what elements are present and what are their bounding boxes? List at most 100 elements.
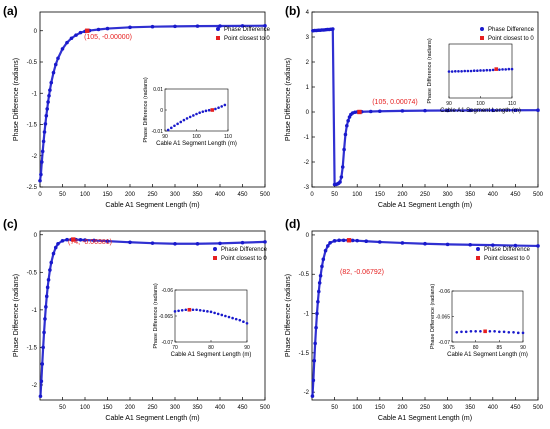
inset-closest-marker [210, 108, 215, 112]
inset-x-tick-label: 90 [162, 134, 168, 140]
inset-data-point [447, 70, 451, 73]
inset-data-point [195, 308, 198, 312]
inset-data-point [179, 120, 183, 124]
inset-data-point [455, 331, 459, 334]
y-tick-label: 0 [306, 110, 310, 116]
inset-data-point [198, 111, 201, 115]
inset-x-tick-label: 100 [192, 134, 201, 140]
inset-data-point [457, 69, 460, 73]
closest-point-marker [346, 238, 352, 243]
x-tick-label: 50 [331, 405, 338, 411]
inset-data-point [209, 310, 213, 314]
inset-data-point [204, 109, 208, 113]
x-tick-label: 400 [488, 192, 499, 198]
x-tick-label: 100 [80, 405, 91, 411]
x-tick-label: 0 [38, 192, 42, 198]
inset-data-point [504, 68, 508, 71]
legend-series-label: Phase Difference [224, 27, 271, 33]
x-tick-label: 200 [397, 192, 408, 198]
y-tick-label: -2 [32, 154, 38, 160]
x-tick-label: 300 [443, 192, 454, 198]
inset-data-point [469, 329, 473, 333]
inset-data-point [220, 105, 223, 108]
y-tick-label: -1.5 [27, 123, 38, 129]
inset-data-point [479, 329, 482, 333]
y-tick-label: -2 [32, 383, 38, 389]
inset-data-point [476, 69, 479, 73]
x-tick-label: 400 [488, 405, 499, 411]
inset-data-point [173, 124, 176, 128]
y-tick-label: 0 [306, 233, 310, 239]
legend-series-swatch [216, 27, 220, 31]
y-tick-label: -0.5 [27, 270, 38, 276]
inset-plot-area [174, 289, 248, 343]
x-tick-label: 500 [533, 405, 544, 411]
x-tick-label: 400 [215, 405, 226, 411]
x-tick-label: 400 [215, 192, 226, 198]
inset-data-point [188, 115, 192, 119]
inset-data-point [217, 106, 220, 109]
inset-data-point [238, 318, 242, 322]
inset-y-tick-label: -0.01 [152, 129, 164, 135]
legend-marker-swatch [216, 36, 220, 40]
legend-marker-swatch [476, 256, 480, 260]
y-tick-label: -1 [32, 91, 38, 97]
inset-data-point [469, 69, 473, 73]
x-tick-label: 300 [443, 405, 454, 411]
panel-d: (d) 50 100 150 200 250 300 350 400 450 500 -2 -1.5 -1… [285, 217, 544, 422]
y-tick-label: -2 [304, 160, 310, 166]
inset-chart: 70 80 90 -0.06 -0.065 -0.07 Cable A1 Segment L… [153, 283, 251, 358]
inset-data-point [491, 68, 495, 72]
inset-x-axis-label: Cable A1 Segment Length (m) [156, 141, 237, 147]
legend-series-label: Phase Difference [488, 27, 535, 33]
inset-data-point [220, 313, 224, 317]
inset-closest-marker [483, 329, 487, 334]
x-tick-label: 300 [170, 405, 181, 411]
y-tick-label: -2 [304, 390, 310, 396]
legend-series-swatch [213, 247, 217, 251]
legend-series-swatch [480, 27, 484, 31]
inset-data-point [498, 68, 501, 71]
inset-y-tick-label: -0.065 [159, 314, 173, 320]
inset-data-point [227, 315, 231, 319]
inset-x-tick-label: 110 [508, 101, 516, 107]
series-line [38, 24, 267, 182]
inset-y-tick-label: -0.065 [436, 315, 450, 321]
y-tick-label: 1 [306, 85, 310, 91]
inset-data-point [191, 308, 195, 312]
series-line [311, 27, 540, 186]
inset-data-point [516, 331, 520, 335]
inset-data-point [474, 329, 477, 333]
x-tick-label: 250 [147, 405, 158, 411]
inset-y-tick-label: 0.01 [153, 87, 163, 93]
inset-x-tick-label: 100 [476, 101, 485, 107]
x-tick-label: 350 [192, 405, 203, 411]
x-tick-label: 500 [533, 192, 544, 198]
inset-data-point [180, 308, 184, 312]
inset-x-axis-label: Cable A1 Segment Length (m) [171, 352, 252, 358]
inset-y-tick-label: -0.06 [162, 288, 174, 294]
x-tick-label: 250 [420, 192, 431, 198]
closest-point-annotation: (105, -0.00000) [84, 34, 132, 41]
inset-x-tick-label: 70 [172, 345, 178, 351]
legend-marker-label: Point closest to 0 [484, 256, 530, 262]
x-tick-label: 500 [260, 192, 271, 198]
y-tick-label: -1 [32, 308, 38, 314]
inset-closest-marker [494, 67, 499, 71]
inset-x-tick-label: 85 [497, 345, 503, 351]
inset-data-point [201, 110, 205, 113]
inset-closest-marker [187, 307, 192, 312]
inset-y-tick-label: -0.06 [439, 289, 451, 295]
inset-data-point [454, 69, 457, 73]
inset-chart: 90 100 110 -0.01 0 0.01 Cable A1 Segment Lengt… [143, 77, 237, 147]
inset-data-point [234, 317, 238, 321]
inset-data-point [450, 70, 454, 73]
inset-data-point [202, 309, 206, 313]
inset-y-tick-label: 0 [160, 108, 163, 114]
x-tick-label: 300 [170, 192, 181, 198]
inset-data-point [485, 68, 489, 72]
y-axis-label: Phase Difference (radians) [13, 58, 20, 141]
inset-data-point [242, 320, 245, 324]
legend-marker-swatch [480, 36, 484, 40]
inset-x-tick-label: 90 [244, 345, 250, 351]
